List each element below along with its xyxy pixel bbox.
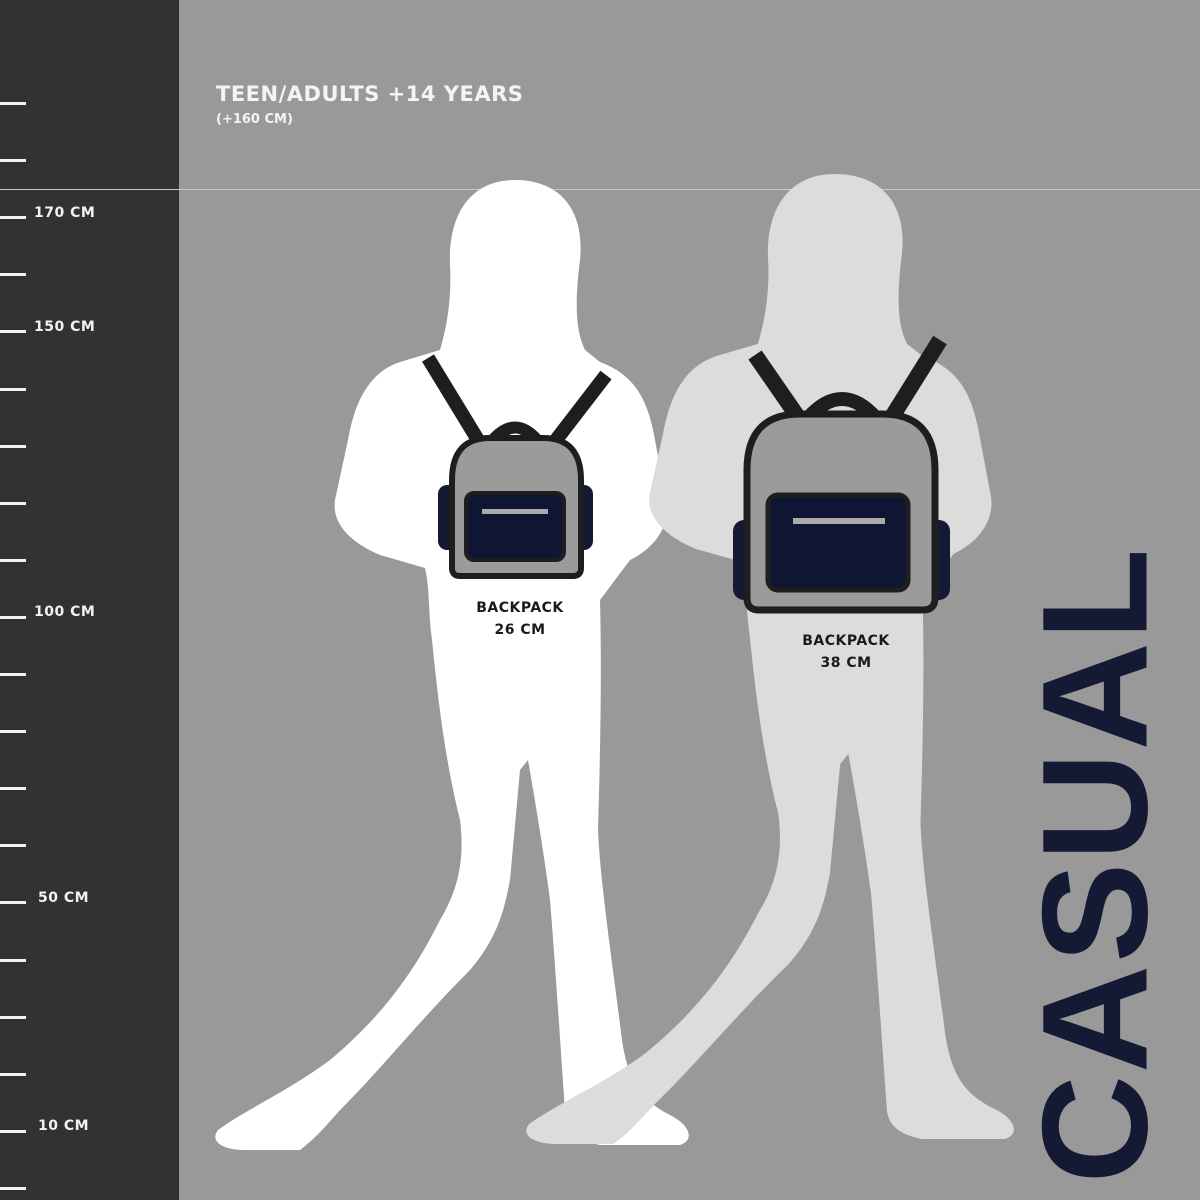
ruler-tick [0, 159, 26, 163]
ruler-tick [0, 730, 26, 734]
backpack-small-size: 26 CM [494, 622, 546, 638]
backpack-large-label: BACKPACK 38 CM [786, 630, 906, 674]
ruler-tick [0, 102, 26, 105]
brand-text-casual: CASUAL [1010, 546, 1179, 1184]
backpack-small-title: BACKPACK [476, 600, 564, 616]
height-ruler [0, 0, 179, 1200]
height-line-160cm [0, 189, 1200, 190]
ruler-label-50: 50 CM [38, 890, 90, 906]
ruler-tick [0, 273, 26, 277]
ruler-tick [0, 615, 26, 619]
backpack-small-label: BACKPACK 26 CM [460, 597, 580, 641]
page-subtitle: (+160 CM) [216, 112, 293, 127]
ruler-tick [0, 387, 26, 391]
ruler-label-150: 150 CM [34, 319, 96, 335]
backpack-large-icon [733, 335, 950, 614]
ruler-tick [0, 444, 26, 448]
ruler-label-10: 10 CM [38, 1118, 90, 1134]
ruler-tick [0, 1129, 26, 1133]
figure-left [215, 180, 689, 1150]
ruler-label-100: 100 CM [34, 604, 96, 620]
page-title: TEEN/ADULTS +14 YEARS [216, 82, 524, 106]
backpack-large-size: 38 CM [820, 655, 872, 671]
ruler-tick [0, 1186, 26, 1190]
backpack-small-icon [422, 354, 612, 579]
ruler-tick [0, 844, 26, 848]
ruler-tick [0, 330, 26, 334]
ruler-tick [0, 216, 26, 220]
ruler-tick [0, 1015, 26, 1019]
ruler-tick [0, 673, 26, 676]
ruler-tick [0, 787, 26, 791]
backpack-large-title: BACKPACK [802, 633, 890, 649]
ruler-tick [0, 958, 26, 962]
ruler-tick [0, 501, 26, 505]
ruler-tick [0, 901, 26, 905]
ruler-label-170: 170 CM [34, 205, 96, 221]
ruler-tick [0, 558, 26, 562]
ruler-tick [0, 1072, 26, 1076]
